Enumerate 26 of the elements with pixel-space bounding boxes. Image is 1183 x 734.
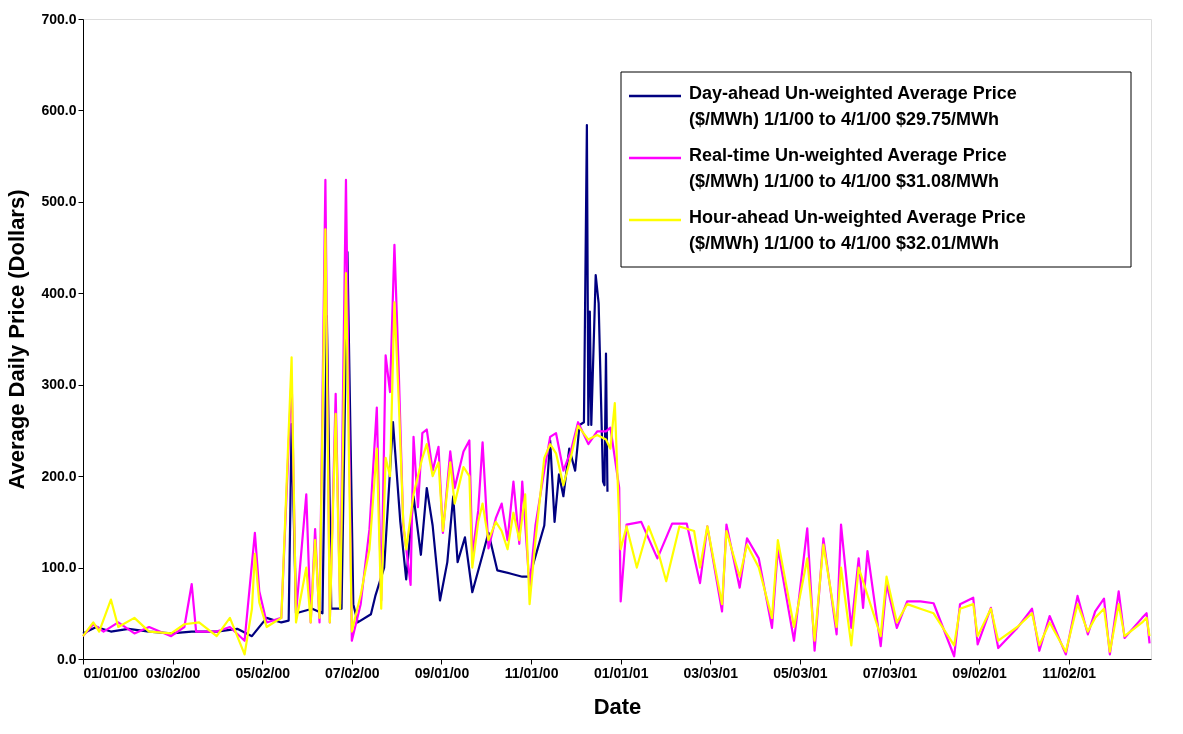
legend-label: Day-ahead Un-weighted Average Price ($/MWh) 1/1/00 to 4/1/00 $29.75/MWh	[689, 83, 1017, 129]
x-tick-label: 07/03/01	[862, 664, 918, 681]
x-axis-title: Date	[593, 693, 642, 719]
y-tick-label: 100.0	[41, 559, 77, 576]
y-tick-label: 500.0	[41, 193, 77, 210]
x-tick-label: 01/01/00	[83, 664, 139, 681]
x-tick-label: 09/02/01	[952, 664, 1008, 681]
x-tick-label: 03/03/01	[683, 664, 739, 681]
x-tick-label: 05/02/00	[235, 664, 291, 681]
y-tick-label: 300.0	[41, 376, 77, 393]
y-tick-label: 700.0	[41, 10, 77, 27]
x-tick-label: 01/01/01	[593, 664, 649, 681]
x-tick-label: 09/01/00	[414, 664, 470, 681]
line-series	[81, 123, 609, 638]
legend-label: Hour-ahead Un-weighted Average Price ($/MWh) 1/1/00 to 4/1/00 $32.01/MWh	[689, 207, 1026, 253]
y-axis-title: Average Daily Price (Dollars)	[4, 189, 30, 490]
x-tick-label: 03/02/00	[145, 664, 201, 681]
y-tick-label: 200.0	[41, 467, 77, 484]
y-tick-label: 600.0	[41, 101, 77, 118]
y-tick-label: 0.0	[57, 650, 77, 667]
x-tick-label: 11/01/00	[504, 664, 559, 681]
x-tick-label: 07/02/00	[325, 664, 380, 681]
legend-label: Real-time Un-weighted Average Price ($/MWh) 1/1/00 to 4/1/00 $31.08/MWh	[689, 145, 1007, 191]
y-tick-label: 400.0	[41, 284, 77, 301]
x-tick-label: 11/02/01	[1042, 664, 1097, 681]
x-tick-label: 05/03/01	[773, 664, 828, 681]
